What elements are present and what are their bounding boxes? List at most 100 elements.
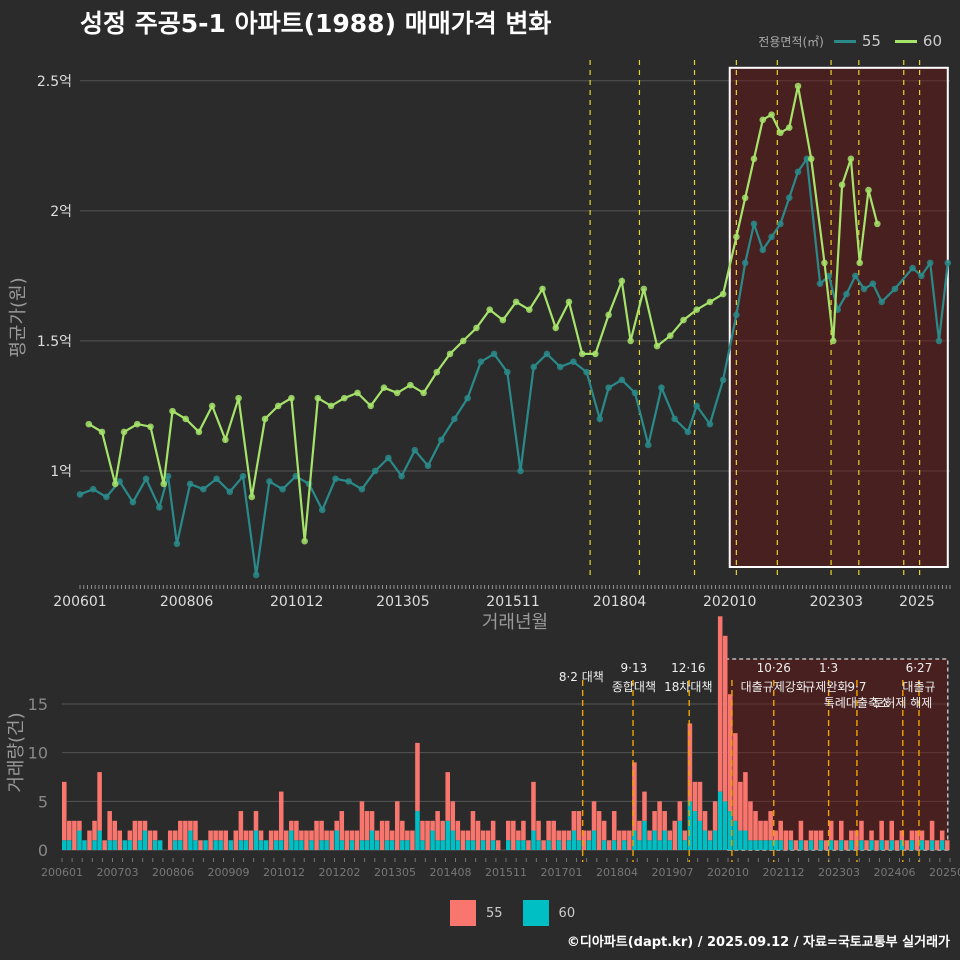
- point-60-58: [807, 155, 815, 163]
- point-60-18: [314, 394, 322, 402]
- bar-60-62: [374, 840, 380, 850]
- bar-55-115: [642, 791, 647, 821]
- bar-55-57: [349, 830, 355, 841]
- bar-55-31: [218, 830, 223, 841]
- bar-60-122: [677, 820, 683, 850]
- bar-55-92: [526, 840, 531, 850]
- bar-60-71: [420, 840, 425, 850]
- bar-55-90: [516, 830, 521, 841]
- bar-55-22: [173, 830, 178, 841]
- bar-60-135: [743, 830, 748, 850]
- bar-60-74: [435, 840, 440, 850]
- point-60-56: [785, 124, 793, 131]
- bar-60-120: [667, 840, 672, 850]
- x-tick-label-1: 200806: [160, 594, 214, 610]
- bar-55-153: [833, 840, 839, 850]
- point-55-12: [226, 488, 234, 496]
- bar-60-94: [536, 840, 541, 850]
- bar-60-42: [273, 840, 279, 850]
- bar-55-167: [904, 840, 910, 850]
- bar-60-33: [228, 840, 234, 850]
- point-60-31: [486, 306, 493, 313]
- bar-60-12: [122, 840, 128, 850]
- bar-60-52: [324, 840, 329, 850]
- point-60-52: [750, 155, 758, 163]
- point-55-24: [385, 454, 392, 462]
- point-55-41: [605, 384, 612, 392]
- point-55-32: [490, 350, 498, 358]
- bar-60-125: [692, 811, 698, 850]
- bar-60-49: [309, 840, 314, 850]
- legend-box-55: [450, 900, 476, 926]
- point-60-8: [182, 415, 190, 423]
- bar-60-31: [218, 840, 223, 850]
- point-55-9: [186, 480, 194, 488]
- bar-60-130: [717, 791, 723, 850]
- bar-55-111: [622, 830, 627, 841]
- policy-annotation-8: 규제완화: [804, 680, 848, 694]
- bar-55-76: [445, 772, 450, 821]
- point-60-50: [733, 233, 740, 241]
- bar-55-162: [879, 820, 884, 841]
- bar-60-156: [849, 840, 854, 850]
- point-60-61: [838, 181, 846, 189]
- point-55-48: [693, 402, 701, 410]
- point-55-19: [318, 506, 326, 514]
- bar-60-22: [173, 840, 178, 850]
- bar-55-35: [238, 811, 244, 841]
- bar-60-150: [818, 840, 824, 850]
- bar-55-110: [617, 830, 622, 850]
- legend-swatch-55: [833, 39, 856, 43]
- bar-55-8: [102, 840, 107, 850]
- point-60-13: [248, 493, 256, 501]
- point-60-12: [235, 394, 242, 402]
- bar-x-tick-label-16: 202507: [929, 866, 960, 879]
- bar-x-tick-label-1: 200703: [97, 866, 139, 879]
- bar-55-16: [142, 820, 148, 831]
- bar-55-62: [374, 830, 380, 841]
- bar-55-66: [395, 801, 400, 850]
- bar-55-150: [818, 830, 824, 841]
- bar-55-174: [939, 830, 945, 841]
- bar-55-70: [415, 742, 420, 812]
- policy-annotation-11: 토허제 해제: [873, 696, 932, 710]
- bar-55-125: [692, 781, 698, 812]
- bar-60-35: [238, 840, 244, 850]
- point-60-48: [706, 298, 714, 306]
- bar-55-112: [627, 830, 632, 850]
- bar-55-75: [440, 820, 445, 841]
- point-55-1: [89, 485, 97, 493]
- policy-annotation-1: 9·13: [621, 661, 648, 675]
- bar-55-137: [753, 811, 758, 841]
- bar-55-160: [869, 830, 874, 841]
- bar-60-23: [178, 840, 183, 850]
- bar-55-56: [344, 830, 350, 850]
- bar-60-160: [869, 840, 874, 850]
- point-60-19: [327, 402, 335, 410]
- bar-55-68: [405, 830, 410, 841]
- bar-55-52: [324, 830, 329, 841]
- bar-y-tick-label-0: 0: [38, 841, 48, 860]
- bar-55-91: [521, 820, 526, 841]
- point-60-54: [768, 111, 775, 118]
- point-55-30: [464, 394, 471, 402]
- bar-60-90: [516, 840, 521, 850]
- bar-60-76: [445, 820, 450, 850]
- point-60-39: [592, 350, 599, 358]
- y-tick-label-0: 1억: [50, 464, 72, 480]
- bar-60-104: [586, 840, 592, 850]
- bar-55-53: [329, 830, 334, 850]
- bar-55-14: [132, 820, 138, 850]
- policy-annotation-13: 대출규: [902, 680, 935, 694]
- point-55-53: [750, 220, 758, 228]
- policy-annotation-0: 8·2 대책: [559, 669, 604, 684]
- legend-top: 전용면적(㎡) 55 60: [758, 32, 950, 50]
- point-55-16: [279, 485, 286, 493]
- footer-credit: ©디아파트(dapt.kr) / 2025.09.12 / 자료=국토교통부 실…: [566, 935, 950, 950]
- point-55-52: [741, 259, 749, 267]
- bar-y-tick-label-3: 15: [28, 695, 48, 714]
- bar-60-164: [889, 840, 894, 850]
- bar-55-113: [632, 762, 637, 831]
- bar-55-105: [591, 801, 597, 831]
- bar-60-158: [859, 840, 864, 850]
